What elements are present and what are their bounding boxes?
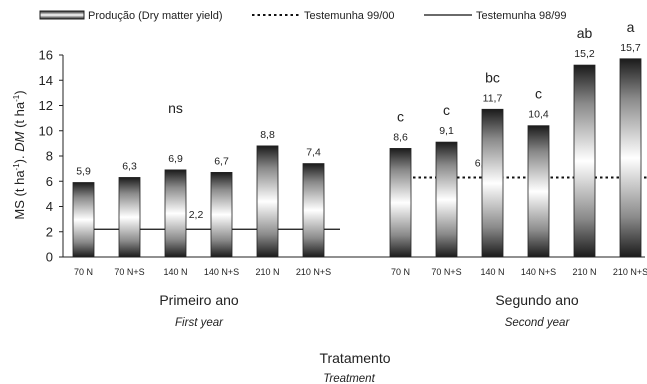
- y-tick-label: 4: [46, 199, 53, 214]
- y-tick-label: 0: [46, 250, 53, 265]
- bar: [302, 163, 325, 258]
- x-tick-label: 70 N+S: [114, 267, 144, 277]
- legend-label-ref2: Testemunha 98/99: [476, 10, 567, 22]
- x-tick-label: 140 N+S: [521, 267, 556, 277]
- y-tick-label: 14: [39, 73, 53, 88]
- bar-value-label: 10,4: [528, 109, 549, 121]
- bar-value-label: 15,7: [620, 42, 641, 54]
- x-tick-label: 210 N+S: [613, 267, 647, 277]
- legend-label-ref1: Testemunha 99/00: [304, 10, 395, 22]
- legend-label-production: Produção (Dry matter yield): [88, 10, 223, 22]
- significance-label: ab: [577, 25, 593, 41]
- bar-value-label: 15,2: [574, 48, 595, 60]
- significance-label: ns: [168, 100, 183, 116]
- y-tick-label: 2: [46, 224, 53, 239]
- bar-value-label: 11,7: [483, 92, 503, 104]
- significance-label: c: [397, 108, 404, 124]
- x-tick-label: 140 N: [480, 267, 504, 277]
- bar-value-label: 8,8: [260, 129, 275, 141]
- x-axis-title: Tratamento: [319, 350, 390, 366]
- y-tick-label: 12: [39, 98, 53, 113]
- x-tick-label: 140 N: [163, 267, 187, 277]
- reference-value-label: 2,2: [189, 209, 204, 221]
- bar-value-label: 6,7: [214, 155, 229, 167]
- x-tick-label: 70 N: [74, 267, 93, 277]
- bar: [573, 64, 596, 258]
- bar-group: [72, 58, 642, 258]
- bar: [619, 58, 642, 258]
- y-tick-label: 6: [46, 174, 53, 189]
- y-axis-title: MS (t ha-1). DM (t ha-1): [12, 90, 27, 219]
- bar-value-label: 6,9: [168, 153, 183, 165]
- bar-value-label: 8,6: [393, 131, 408, 143]
- x-axis-subtitle: Treatment: [323, 373, 375, 384]
- x-tick-label: 140 N+S: [204, 267, 239, 277]
- bar: [72, 182, 95, 258]
- bar: [527, 125, 550, 258]
- y-tick-label: 16: [39, 48, 53, 63]
- x-tick-label: 210 N: [255, 267, 279, 277]
- legend: Produção (Dry matter yield) Testemunha 9…: [39, 10, 567, 22]
- bar-value-label: 9,1: [439, 125, 454, 137]
- significance-label: a: [627, 19, 635, 35]
- bar: [256, 145, 279, 258]
- y-axis-ticks: 0 2 4 6 8 10 12 14 16: [39, 48, 63, 265]
- bar-value-label: 7,4: [306, 147, 321, 159]
- x-tick-label: 210 N+S: [296, 267, 331, 277]
- significance-label: c: [535, 86, 542, 102]
- group-subtitle-first: First year: [175, 317, 224, 329]
- y-tick-label: 10: [39, 123, 53, 138]
- significance-label: bc: [485, 69, 500, 85]
- bar: [164, 169, 187, 258]
- group-title-second: Segundo ano: [495, 292, 579, 308]
- y-tick-label: 8: [46, 149, 53, 164]
- group-title-first: Primeiro ano: [159, 292, 239, 308]
- bar: [389, 148, 412, 258]
- bar: [210, 172, 233, 258]
- bar-labels: 5,9 70 N 6,3 70 N+S 6,9 140 N ns 6,7 140 N+S 8,8 2…: [74, 19, 647, 277]
- bar: [118, 177, 141, 258]
- bar: [481, 108, 504, 258]
- significance-label: c: [443, 102, 450, 118]
- x-tick-label: 210 N: [572, 267, 596, 277]
- legend-swatch-production: [39, 10, 85, 20]
- bar-value-label: 6,3: [122, 160, 137, 172]
- bar: [435, 141, 458, 258]
- bar-value-label: 5,9: [76, 166, 91, 178]
- x-tick-label: 70 N: [391, 267, 410, 277]
- x-tick-label: 70 N+S: [431, 267, 461, 277]
- group-subtitle-second: Second year: [505, 317, 571, 329]
